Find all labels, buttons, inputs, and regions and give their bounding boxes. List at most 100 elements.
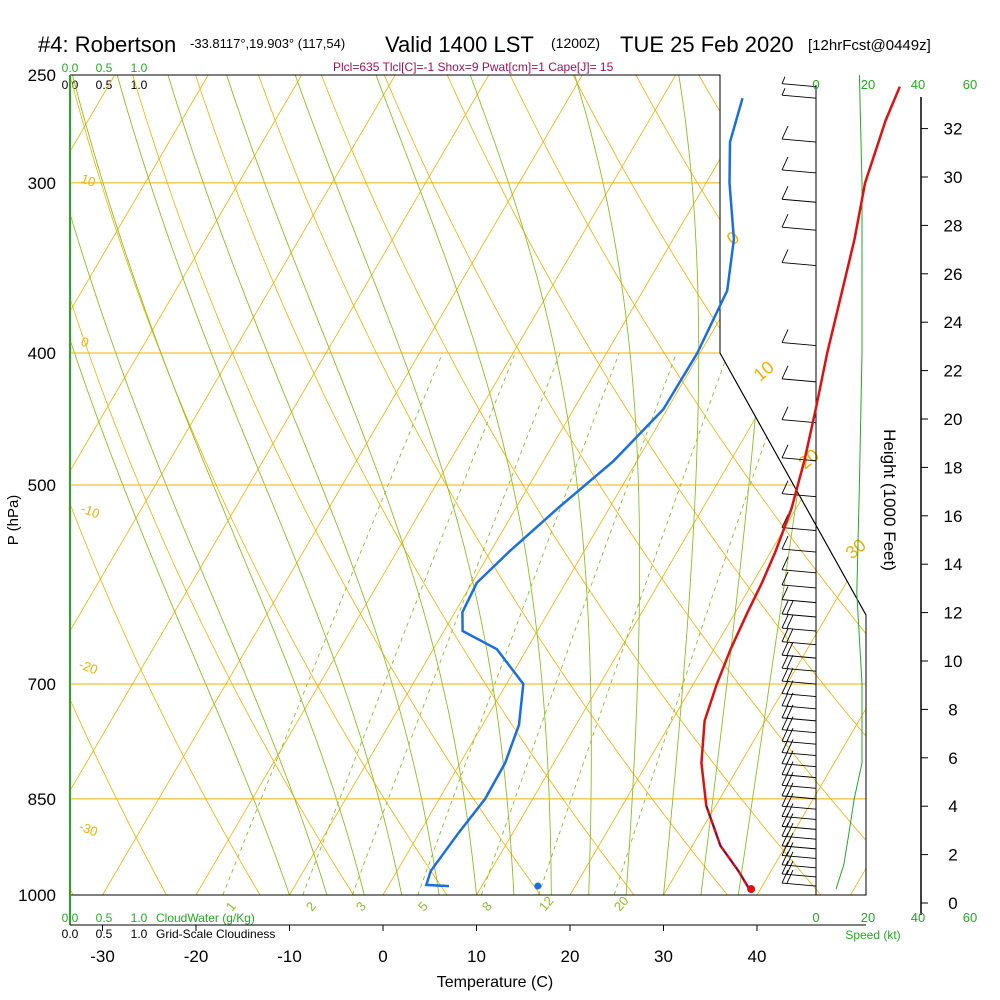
height-axis-label: Height (1000 Feet) [880, 429, 899, 571]
wind-barb [781, 667, 817, 685]
pressure-tick-label: 700 [28, 675, 56, 694]
wind-barb [781, 692, 817, 710]
moist-adiabat-line [72, 75, 365, 895]
speed-tick-label: 40 [911, 910, 925, 925]
wind-barb [781, 641, 817, 659]
pressure-tick-label: 400 [28, 344, 56, 363]
mixing-ratio-label: 5 [415, 899, 431, 914]
dry-adiabat-line [70, 75, 183, 895]
wind-barb [781, 535, 817, 553]
speed-tick-label: 0 [812, 77, 819, 92]
wind-barb [781, 600, 817, 618]
station-title: #4: Robertson [38, 32, 176, 57]
speed-tick-label: 60 [963, 77, 977, 92]
moist-adiabat-line [469, 75, 592, 895]
wind-barb [781, 586, 817, 604]
speed-tick-label: 0 [812, 910, 819, 925]
height-tick-label: 6 [948, 749, 957, 768]
valid-date: TUE 25 Feb 2020 [620, 32, 794, 57]
moist-adiabat-line [70, 75, 290, 895]
wind-barb [781, 851, 817, 869]
valid-z: (1200Z) [551, 35, 600, 51]
temperature-tick-label: 30 [654, 947, 673, 966]
cloudiness-scale-label: 0.0 [62, 927, 79, 941]
wind-barb [781, 832, 817, 850]
height-tick-label: 16 [944, 507, 963, 526]
speed-axis-title: Speed (kt) [845, 928, 900, 942]
isotherm-label: -10 [79, 501, 102, 522]
sounding-indices: Plcl=635 Tlcl[C]=-1 Shox=9 Pwat[cm]=1 Ca… [333, 60, 614, 74]
cloud-water-scale-label: 0.5 [96, 61, 113, 75]
mixing-ratio-line [351, 352, 561, 895]
wind-barb [781, 680, 817, 698]
pressure-tick-labels: 250 300 400 500 700 850 1000 [18, 66, 56, 905]
cloudiness-scale-label: 1.0 [131, 927, 148, 941]
surface-dewpoint-marker [534, 882, 542, 890]
background-grid [0, 51, 1000, 924]
mixing-ratio-line [480, 352, 677, 895]
moist-adiabat-line [70, 75, 328, 895]
temperature-tick-label: -20 [184, 947, 209, 966]
dry-adiabat-line [125, 75, 563, 895]
dry-adiabat-line [249, 75, 752, 895]
cloud-water-scale-label: 1.0 [131, 61, 148, 75]
wind-barb [781, 614, 817, 632]
cloud-scale-top: 0.00.51.00.00.51.0 [62, 61, 148, 92]
height-tick-label: 18 [944, 458, 963, 477]
isotherm-line [663, 75, 866, 895]
pressure-tick-label: 300 [28, 174, 56, 193]
wind-barb [781, 728, 817, 745]
isotherm-label: 10 [750, 357, 778, 385]
wind-barb [781, 556, 817, 574]
station-coords: -33.8117°,19.903° (117,54) [190, 36, 345, 51]
height-tick-label: 14 [944, 555, 963, 574]
dry-adiabat-line [311, 75, 847, 895]
temperature-tick-label: 40 [748, 947, 767, 966]
height-tick-label: 20 [944, 410, 963, 429]
dry-adiabat-line [70, 75, 373, 895]
isotherm-line [70, 75, 209, 895]
pressure-tick-label: 250 [28, 66, 56, 85]
dry-adiabat-line [996, 51, 1000, 924]
speed-tick-label: 40 [911, 77, 925, 92]
wind-barb [781, 76, 817, 88]
speed-tick-label: 20 [861, 910, 875, 925]
dry-adiabat-line [70, 75, 278, 895]
temperature-tick-label: -10 [277, 947, 302, 966]
height-tick-label: 28 [944, 216, 963, 235]
isotherm-label: 10 [79, 171, 98, 190]
height-tick-label: 10 [944, 652, 963, 671]
wind-barb [781, 514, 817, 531]
isotherm-line [756, 75, 866, 895]
pressure-tick-label: 850 [28, 790, 56, 809]
temperature-tick-label: 20 [561, 947, 580, 966]
wind-barb [781, 125, 817, 143]
height-tick-label: 30 [944, 168, 963, 187]
dry-adiabat-line [809, 75, 866, 895]
isotherm-label: -20 [77, 657, 100, 678]
cloud-water-scale-label: 1.0 [131, 911, 148, 925]
isotherm-line [0, 75, 21, 895]
valid-time: Valid 1400 LST [385, 32, 534, 57]
temperature-tick-label: 10 [467, 947, 486, 966]
height-tick-label: 26 [944, 265, 963, 284]
pressure-tick-label: 500 [28, 476, 56, 495]
mixing-ratio-label: 3 [353, 899, 369, 914]
wind-barb [781, 860, 817, 878]
moist-adiabat-line [167, 75, 440, 895]
height-tick-label: 24 [944, 313, 963, 332]
dewpoint-line [424, 97, 744, 888]
moist-adiabat-line [375, 75, 552, 895]
temperature-line [700, 86, 901, 890]
wind-barb [781, 869, 817, 887]
isotherm-line [944, 75, 1000, 895]
isotherm-label: 30 [842, 535, 870, 563]
dry-adiabat-line [498, 75, 866, 895]
wind-barb [781, 406, 817, 424]
dry-adiabat-line [436, 75, 866, 895]
mixing-ratio-label: 12 [536, 893, 557, 914]
parcel-path-line [705, 805, 750, 890]
cloudiness-scale-label: 1.0 [131, 78, 148, 92]
pressure-tick-label: 1000 [18, 886, 56, 905]
